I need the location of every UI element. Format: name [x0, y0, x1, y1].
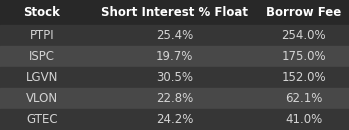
Text: 62.1%: 62.1%	[285, 92, 322, 105]
Text: 22.8%: 22.8%	[156, 92, 193, 105]
Text: LGVN: LGVN	[26, 71, 58, 84]
Text: PTPI: PTPI	[30, 29, 54, 42]
Text: ISPC: ISPC	[29, 50, 55, 63]
Text: 25.4%: 25.4%	[156, 29, 193, 42]
Bar	[0, 109, 349, 130]
Bar	[0, 0, 349, 25]
Text: 152.0%: 152.0%	[281, 71, 326, 84]
Bar	[0, 25, 349, 46]
Text: 24.2%: 24.2%	[156, 113, 193, 126]
Bar	[0, 67, 349, 88]
Text: VLON: VLON	[26, 92, 58, 105]
Text: GTEC: GTEC	[26, 113, 58, 126]
Text: 175.0%: 175.0%	[281, 50, 326, 63]
Text: 41.0%: 41.0%	[285, 113, 322, 126]
Text: 254.0%: 254.0%	[281, 29, 326, 42]
Text: Borrow Fee: Borrow Fee	[266, 6, 341, 19]
Bar	[0, 46, 349, 67]
Text: 19.7%: 19.7%	[156, 50, 193, 63]
Text: 30.5%: 30.5%	[156, 71, 193, 84]
Text: Stock: Stock	[23, 6, 60, 19]
Bar	[0, 88, 349, 109]
Text: Short Interest % Float: Short Interest % Float	[101, 6, 248, 19]
